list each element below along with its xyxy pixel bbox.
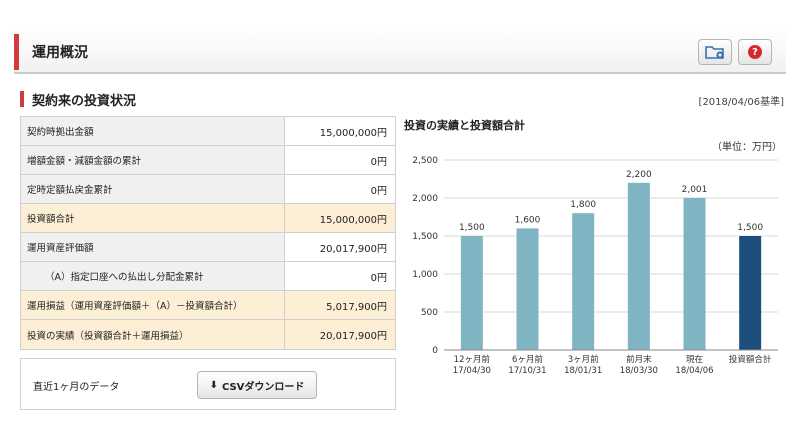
x-tick-date: 17/10/31 (508, 366, 546, 376)
table-row: 運用損益（運用資産評価額＋（A）－投資額合計） 5,017,900円 (21, 291, 395, 320)
row-value: 5,017,900円 (285, 291, 395, 319)
table-row: （A）指定口座への払出し分配金累計 0円 (21, 262, 395, 291)
table-row: 増額金額・減額金額の累計 0円 (21, 146, 395, 175)
page-header: 運用概況 ? (14, 28, 786, 74)
chart-title: 投資の実績と投資額合計 (404, 119, 525, 132)
bar-value-label: 1,600 (515, 215, 541, 225)
bar-value-label: 2,200 (626, 170, 652, 180)
x-tick-date: 17/04/30 (453, 366, 491, 376)
chart-bar (683, 197, 706, 350)
section-title: 契約来の投資状況 (32, 93, 137, 109)
row-label: 増額金額・減額金額の累計 (21, 146, 285, 174)
row-label: （A）指定口座への払出し分配金累計 (21, 262, 285, 290)
y-tick-label: 2,500 (412, 156, 438, 166)
recent-data-box: 直近1ヶ月のデータ ⬇ CSVダウンロード (20, 358, 396, 410)
help-button[interactable]: ? (738, 39, 772, 65)
bar-value-label: 1,500 (737, 223, 763, 233)
download-icon: ⬇ (209, 379, 218, 391)
bar-value-label: 2,001 (682, 185, 708, 195)
table-row: 投資の実績（投資額合計＋運用損益） 20,017,900円 (21, 320, 395, 349)
bar-value-label: 1,800 (570, 200, 596, 210)
y-tick-label: 1,500 (412, 232, 438, 242)
bar-chart: 0 500 1,000 1,500 2,000 2,500 1,500 12ヶ月前17/04/… (412, 156, 778, 376)
row-value: 20,017,900円 (285, 233, 395, 261)
chart-bar (516, 228, 539, 350)
row-label: 投資の実績（投資額合計＋運用損益） (21, 320, 285, 349)
y-tick-label: 0 (432, 346, 438, 356)
investment-table: 契約時拠出金額 15,000,000円 増額金額・減額金額の累計 0円 定時定額… (20, 116, 396, 350)
section-accent-bar (20, 91, 24, 107)
row-value: 0円 (285, 262, 395, 290)
row-value: 20,017,900円 (285, 320, 395, 349)
table-row: 運用資産評価額 20,017,900円 (21, 233, 395, 262)
x-tick-date: 18/04/06 (675, 366, 713, 376)
chart-bar (627, 182, 650, 350)
x-tick-label: 6ヶ月前 (512, 354, 543, 365)
x-tick-label: 3ヶ月前 (568, 354, 599, 365)
x-tick-label: 12ヶ月前 (454, 354, 491, 365)
y-tick-label: 500 (421, 308, 438, 318)
folder-plus-icon (705, 46, 724, 59)
row-label: 運用資産評価額 (21, 233, 285, 261)
section-heading: 契約来の投資状況 (20, 90, 137, 109)
row-label: 契約時拠出金額 (21, 117, 285, 145)
x-tick-label: 投資額合計 (729, 354, 772, 365)
x-tick-date: 18/03/30 (620, 366, 658, 376)
x-tick-date: 18/01/31 (564, 366, 602, 376)
row-label: 投資額合計 (21, 204, 285, 232)
y-tick-label: 2,000 (412, 194, 438, 204)
chart-unit: （単位：万円） (712, 142, 782, 153)
chart-bar (739, 236, 762, 350)
csv-download-button[interactable]: ⬇ CSVダウンロード (197, 371, 317, 399)
row-value: 15,000,000円 (285, 117, 395, 145)
recent-data-label: 直近1ヶ月のデータ (33, 382, 120, 393)
help-icon: ? (748, 45, 762, 59)
table-row: 投資額合計 15,000,000円 (21, 204, 395, 233)
chart-bar (572, 213, 595, 350)
x-tick-label: 前月末 (626, 354, 652, 365)
row-value: 0円 (285, 146, 395, 174)
y-tick-label: 1,000 (412, 270, 438, 280)
chart-bar (460, 236, 483, 350)
csv-download-label: CSVダウンロード (221, 381, 305, 393)
row-value: 0円 (285, 175, 395, 203)
row-label: 定時定額払戻金累計 (21, 175, 285, 203)
row-label: 運用損益（運用資産評価額＋（A）－投資額合計） (21, 291, 285, 319)
table-row: 定時定額払戻金累計 0円 (21, 175, 395, 204)
folder-button[interactable] (698, 39, 732, 65)
row-value: 15,000,000円 (285, 204, 395, 232)
header-accent-bar (14, 34, 19, 70)
table-row: 契約時拠出金額 15,000,000円 (21, 117, 395, 146)
page-title: 運用概況 (32, 45, 88, 61)
x-tick-label: 現在 (686, 354, 703, 365)
base-date: [2018/04/06基準] (698, 97, 784, 108)
bar-value-label: 1,500 (459, 223, 485, 233)
